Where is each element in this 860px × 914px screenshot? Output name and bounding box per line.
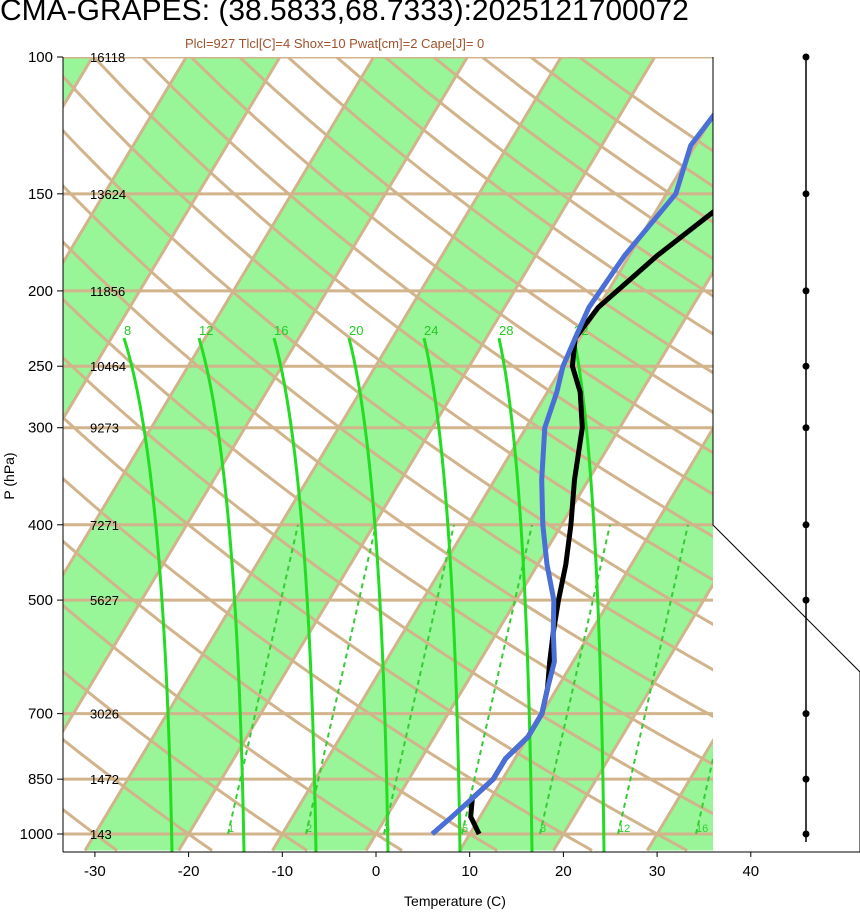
wind-level-dot [802,190,810,198]
dry-adiabat [63,415,688,852]
moist-adiabat-label: 28 [499,323,513,338]
moist-adiabat [347,337,390,852]
isotherm-line [63,57,282,422]
mixing-ratio-label: 5 [462,823,468,835]
mixing-ratio-line [227,524,299,835]
mixing-ratio-line [617,524,689,835]
mixing-ratio-label: 20 [774,823,786,835]
x-tick-label: 30 [649,863,666,880]
isotherm-band [85,57,655,851]
height-label: 5627 [90,593,119,608]
moist-adiabat [197,337,246,852]
dry-adiabat [63,807,118,852]
mixing-ratio-line [539,524,611,835]
wind-level-dot [802,596,810,604]
moist-adiabat [122,337,174,852]
wind-level-dot [802,775,810,783]
wind-level-dot [802,53,810,61]
height-label: 3026 [90,707,119,722]
moist-adiabat [272,337,318,852]
x-tick-label: 10 [461,863,478,880]
wind-level-dot [802,521,810,529]
height-label: 7271 [90,518,119,533]
wind-level-dot [802,424,810,432]
y-tick-label: 1000 [20,826,53,843]
x-tick-label: -20 [178,863,200,880]
mixing-ratio-label: 16 [696,823,708,835]
mixing-ratio-line [383,524,455,835]
mixing-ratio-label: 8 [540,823,546,835]
x-tick-label: 40 [742,863,759,880]
isotherm-band [63,57,93,107]
wind-level-dot [802,362,810,370]
y-tick-label: 250 [28,358,53,375]
dry-adiabat [63,476,593,852]
moist-adiabat-label: 24 [424,323,438,338]
moist-adiabat [572,337,606,852]
moist-adiabat [422,337,462,852]
x-tick-label: 20 [555,863,572,880]
moist-adiabat [497,337,534,852]
y-tick-label: 100 [28,49,53,66]
mixing-ratio-line [774,525,844,834]
dry-adiabat [63,737,213,852]
y-tick-label: 150 [28,186,53,203]
isotherm-band [647,740,713,851]
moist-adiabat-label: 8 [124,323,131,338]
wind-panel-outline [712,57,860,852]
isotherm-line [0,21,20,850]
isotherm-band [835,21,860,850]
wind-level-dot [802,830,810,838]
x-axis-label: Temperature (C) [404,893,506,909]
isotherm-line [63,57,189,266]
sounding-trace [430,111,713,836]
y-tick-label: 300 [28,420,53,437]
chart-title: CMA-GRAPES: (38.5833,68.7333):2025121700… [0,0,689,27]
moist-adiabat-label: 20 [349,323,363,338]
x-tick-label: -10 [271,863,293,880]
wind-level-dot [802,710,810,718]
height-label: 10464 [90,359,126,374]
height-label: 11856 [90,284,125,299]
isotherm-line [645,737,713,852]
height-label: 9273 [90,421,119,436]
isotherm-line [741,21,860,850]
isotherm-line [63,57,95,110]
dry-adiabat [63,539,498,852]
mixing-ratio-label: 12 [618,823,630,835]
y-axis-label: P (hPa) [1,452,17,499]
y-tick-label: 500 [28,592,53,609]
chart-subtitle: Plcl=927 Tlcl[C]=4 Shox=10 Pwat[cm]=2 Ca… [185,36,485,51]
wind-level-dot [802,287,810,295]
y-tick-label: 850 [28,771,53,788]
height-label: 1472 [90,772,119,787]
x-tick-label: 0 [372,863,380,880]
dry-adiabat [479,57,713,224]
y-tick-label: 200 [28,283,53,300]
height-label: 13624 [90,187,126,202]
mixing-ratio-label: 2 [306,823,312,835]
dry-adiabat [63,669,308,852]
isotherm-line [835,21,860,850]
y-tick-label: 700 [28,706,53,723]
mixing-ratio-line [461,524,533,835]
height-label: 16118 [90,50,125,65]
mixing-ratio-label: 1 [228,823,234,835]
mixing-ratio-line [305,524,377,835]
moist-adiabat-label: 12 [199,323,213,338]
x-tick-label: -30 [84,863,106,880]
moist-adiabat-label: 16 [274,323,288,338]
height-label: 143 [90,827,112,842]
y-tick-label: 400 [28,517,53,534]
